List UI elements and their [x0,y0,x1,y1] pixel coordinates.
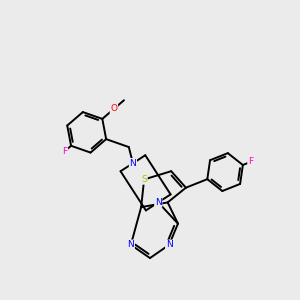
Text: N: N [128,240,134,249]
Text: F: F [248,158,253,166]
Text: N: N [130,159,136,168]
Text: N: N [166,240,172,249]
Text: O: O [110,104,117,113]
Text: F: F [62,147,68,156]
Text: S: S [141,175,147,184]
Text: N: N [155,198,162,207]
